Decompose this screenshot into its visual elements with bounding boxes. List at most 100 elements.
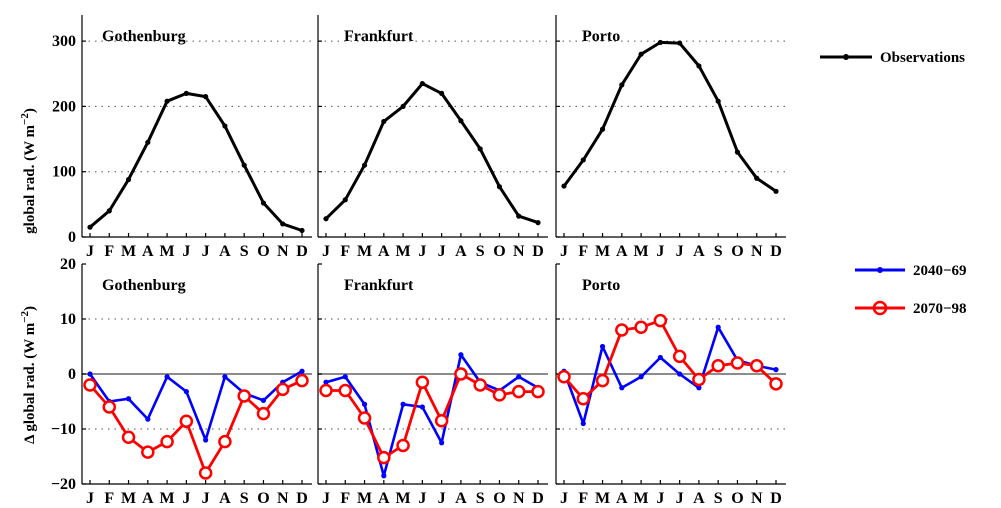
data-point bbox=[696, 385, 702, 391]
data-point bbox=[439, 440, 445, 446]
x-tick-label: N bbox=[751, 490, 763, 507]
x-tick-label: J bbox=[202, 243, 210, 260]
x-tick-label: N bbox=[277, 490, 289, 507]
data-point bbox=[769, 377, 783, 391]
legend-entry-observations: Observations bbox=[820, 50, 965, 66]
data-point bbox=[237, 389, 251, 403]
x-tick-label: J bbox=[418, 490, 426, 507]
data-point bbox=[280, 221, 286, 227]
data-point bbox=[561, 183, 567, 189]
x-tick-label: A bbox=[142, 490, 154, 507]
data-point bbox=[275, 382, 290, 397]
series-2040-69-line bbox=[325, 353, 539, 478]
data-point bbox=[295, 373, 309, 388]
data-point bbox=[657, 354, 663, 361]
x-tick-label: J bbox=[86, 243, 94, 260]
data-point bbox=[496, 184, 503, 190]
bottom-ylabel: Δ global rad. (W m−2) bbox=[19, 306, 38, 444]
data-point bbox=[477, 146, 483, 152]
data-point bbox=[125, 176, 132, 183]
legend-marker-2070-98 bbox=[872, 300, 888, 316]
x-tick-label: O bbox=[731, 243, 743, 260]
x-tick-label: J bbox=[560, 490, 568, 507]
x-tick-label: A bbox=[219, 243, 231, 260]
data-point bbox=[734, 149, 741, 155]
data-point bbox=[145, 416, 151, 422]
x-tick-label: F bbox=[340, 490, 350, 507]
series-observations bbox=[323, 80, 541, 226]
data-point bbox=[730, 356, 745, 370]
x-tick-label: M bbox=[121, 490, 136, 507]
data-point bbox=[400, 103, 406, 110]
y-tick-label: 0 bbox=[68, 366, 76, 383]
data-point bbox=[260, 397, 267, 403]
x-tick-label: A bbox=[219, 490, 231, 507]
legend-marker-observations bbox=[843, 54, 849, 60]
x-tick-label: O bbox=[731, 490, 743, 507]
x-tick-label: S bbox=[240, 490, 249, 507]
x-tick-label: F bbox=[104, 243, 114, 260]
data-point bbox=[439, 90, 445, 96]
data-point bbox=[473, 378, 487, 392]
x-tick-label: J bbox=[438, 490, 446, 507]
x-tick-label: J bbox=[182, 243, 190, 260]
x-tick-label: A bbox=[693, 490, 705, 507]
data-point bbox=[323, 379, 329, 385]
data-point bbox=[677, 371, 683, 377]
x-tick-label: M bbox=[396, 243, 411, 260]
x-tick-label: N bbox=[751, 243, 763, 260]
legend-marker-2040-69 bbox=[877, 267, 883, 273]
x-tick-label: O bbox=[493, 243, 505, 260]
series-2070-98 bbox=[557, 313, 783, 406]
x-tick-label: J bbox=[438, 243, 446, 260]
x-tick-label: J bbox=[656, 243, 664, 260]
data-point bbox=[323, 216, 329, 222]
data-point bbox=[183, 389, 189, 395]
series-observations bbox=[561, 39, 779, 194]
x-tick-label: J bbox=[418, 243, 426, 260]
x-tick-label: M bbox=[595, 490, 610, 507]
data-point bbox=[773, 188, 779, 194]
data-point bbox=[672, 349, 687, 364]
data-point bbox=[121, 430, 136, 444]
top-ylabel: global rad. (W m−2) bbox=[19, 108, 38, 234]
x-tick-label: J bbox=[676, 490, 684, 507]
data-point bbox=[458, 118, 464, 124]
data-point bbox=[531, 384, 545, 399]
data-point bbox=[87, 371, 93, 377]
data-point bbox=[164, 98, 170, 104]
x-tick-label: O bbox=[257, 243, 269, 260]
x-tick-label: A bbox=[142, 243, 154, 260]
x-tick-label: M bbox=[396, 490, 411, 507]
data-point bbox=[203, 437, 209, 443]
data-point bbox=[599, 343, 606, 350]
data-point bbox=[102, 400, 117, 414]
series-2070-98 bbox=[319, 367, 545, 465]
data-point bbox=[381, 118, 387, 125]
series-2070-98-line bbox=[562, 319, 777, 401]
x-tick-label: M bbox=[634, 490, 649, 507]
x-tick-label: J bbox=[656, 490, 664, 507]
series-observations-line bbox=[89, 91, 303, 232]
x-tick-label: A bbox=[455, 243, 467, 260]
x-tick-label: J bbox=[86, 490, 94, 507]
data-point bbox=[692, 372, 706, 387]
data-point bbox=[377, 450, 391, 465]
x-tick-label: D bbox=[770, 490, 782, 507]
x-tick-label: J bbox=[182, 490, 190, 507]
data-point bbox=[677, 40, 683, 46]
series-2040-69-line bbox=[562, 325, 777, 425]
x-tick-label: D bbox=[532, 243, 544, 260]
x-tick-label: M bbox=[595, 243, 610, 260]
x-tick-label: J bbox=[322, 490, 330, 507]
data-point bbox=[415, 375, 430, 389]
data-point bbox=[198, 466, 213, 480]
city-label: Porto bbox=[582, 28, 620, 45]
